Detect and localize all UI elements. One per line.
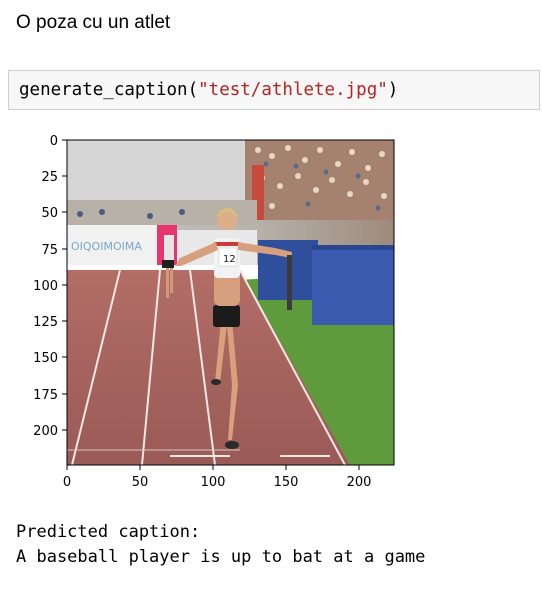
y-tick-label: 175 <box>33 388 58 403</box>
markdown-text: O poza cu un atlet <box>16 12 171 33</box>
code-close-paren: ) <box>387 80 399 100</box>
x-tick-label: 50 <box>132 475 149 490</box>
caption-output: Predicted caption: A baseball player is u… <box>16 520 425 570</box>
y-tick-label: 75 <box>41 243 58 258</box>
y-tick-label: 125 <box>33 315 58 330</box>
code-open-paren: ( <box>187 80 199 100</box>
output-label: Predicted caption: <box>16 522 201 542</box>
image-plot: OIQOIMOIMA <box>33 134 395 490</box>
code-function-name: generate_caption <box>19 80 188 100</box>
athlete-figure: 12 <box>175 208 292 449</box>
code-cell[interactable]: generate_caption("test/athlete.jpg") <box>8 70 540 110</box>
code-line: generate_caption("test/athlete.jpg") <box>19 80 398 100</box>
y-tick-label: 25 <box>41 170 58 185</box>
bib-number: 12 <box>223 254 236 265</box>
banner-text: OIQOIMOIMA <box>71 240 142 253</box>
y-tick-label: 100 <box>33 279 58 294</box>
y-tick-label: 200 <box>33 424 58 439</box>
x-tick-label: 0 <box>63 475 71 490</box>
x-tick-label: 100 <box>201 475 226 490</box>
image-plot-output: OIQOIMOIMA <box>0 120 542 500</box>
predicted-caption-text: A baseball player is up to bat at a game <box>16 547 426 567</box>
athlete-photo: OIQOIMOIMA <box>67 140 394 465</box>
y-tick-label: 0 <box>50 134 58 149</box>
code-string-argument: "test/athlete.jpg" <box>198 80 388 100</box>
x-axis: 0 50 100 150 200 <box>63 465 372 490</box>
x-tick-label: 200 <box>347 475 372 490</box>
y-axis: 0 25 50 75 100 125 150 175 200 <box>33 134 67 439</box>
markdown-cell[interactable]: O poza cu un atlet <box>16 12 170 34</box>
y-tick-label: 150 <box>33 351 58 366</box>
x-tick-label: 150 <box>274 475 299 490</box>
y-tick-label: 50 <box>41 206 58 221</box>
plot-frame <box>66 139 395 466</box>
